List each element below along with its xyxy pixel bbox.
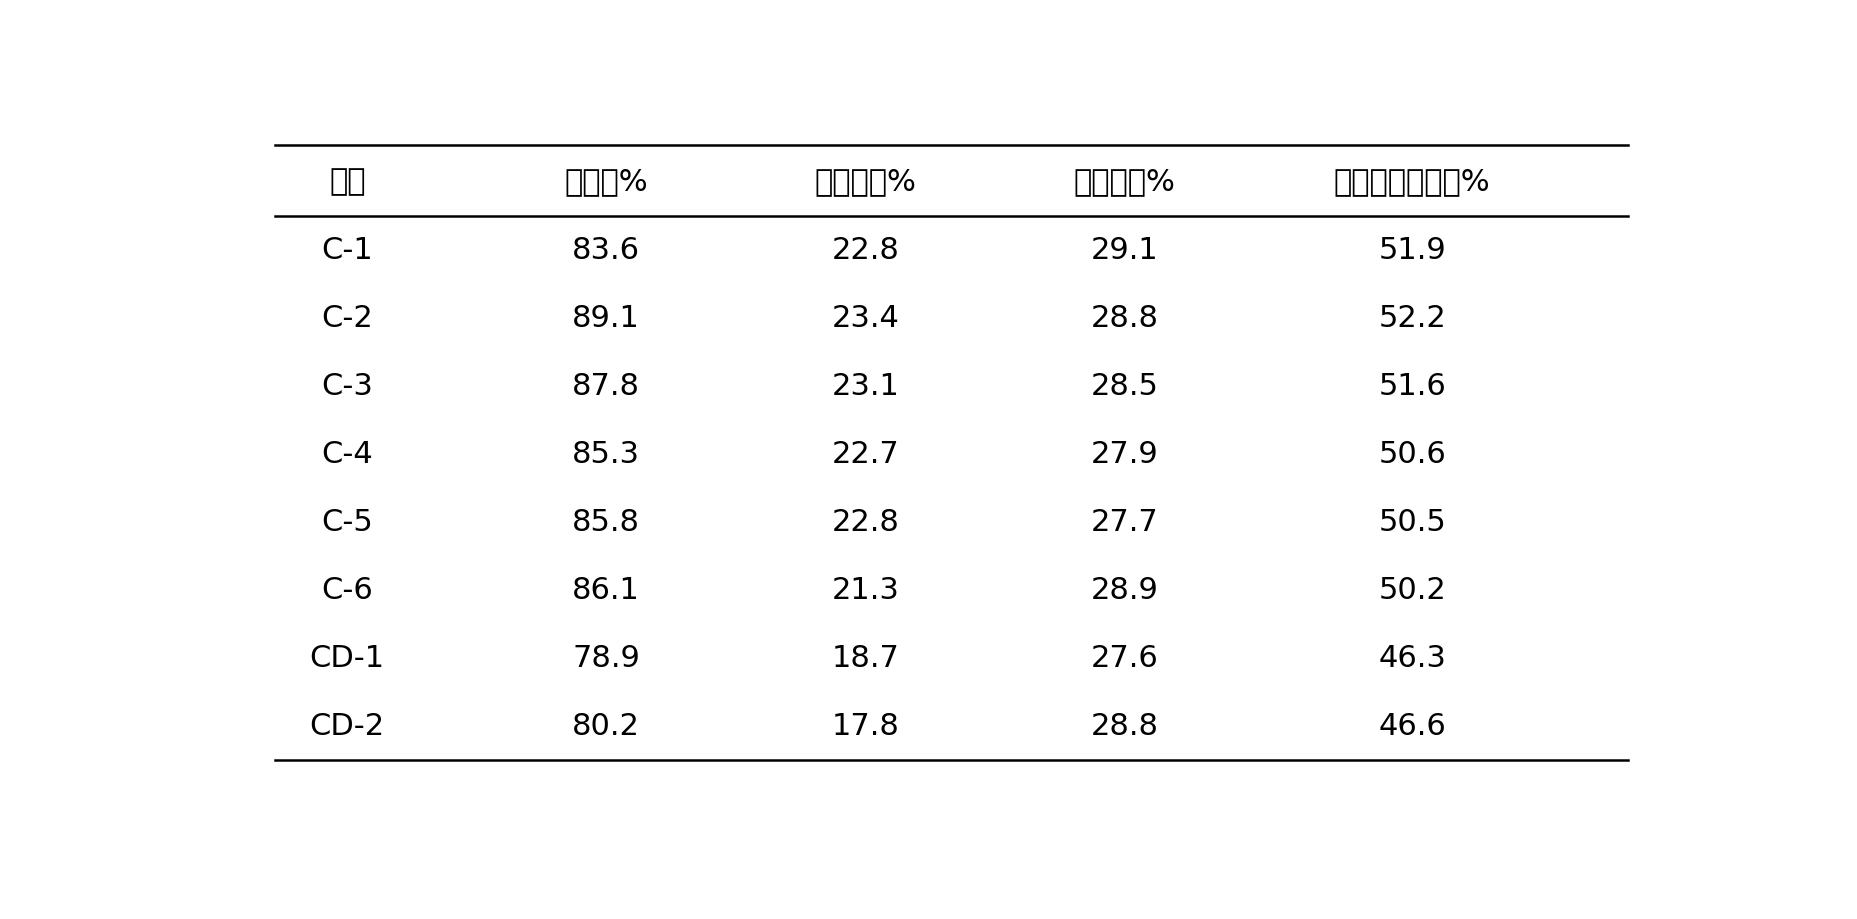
Text: 23.4: 23.4 (832, 304, 899, 333)
Text: 51.6: 51.6 (1378, 372, 1447, 401)
Text: 22.8: 22.8 (832, 507, 899, 537)
Text: 21.3: 21.3 (832, 575, 899, 605)
Text: 18.7: 18.7 (832, 643, 899, 673)
Text: 丙烯收率%: 丙烯收率% (1073, 166, 1175, 196)
Text: 83.6: 83.6 (572, 236, 641, 265)
Text: 编号: 编号 (329, 166, 366, 196)
Text: 17.8: 17.8 (832, 711, 899, 741)
Text: C-6: C-6 (321, 575, 373, 605)
Text: 27.6: 27.6 (1090, 643, 1159, 673)
Text: 80.2: 80.2 (572, 711, 641, 741)
Text: 22.7: 22.7 (832, 439, 899, 469)
Text: 50.6: 50.6 (1378, 439, 1447, 469)
Text: CD-2: CD-2 (310, 711, 384, 741)
Text: C-5: C-5 (321, 507, 373, 537)
Text: 乙烯加丙烯收率%: 乙烯加丙烯收率% (1333, 166, 1491, 196)
Text: 46.6: 46.6 (1378, 711, 1447, 741)
Text: 23.1: 23.1 (832, 372, 899, 401)
Text: 78.9: 78.9 (572, 643, 641, 673)
Text: C-4: C-4 (321, 439, 373, 469)
Text: 22.8: 22.8 (832, 236, 899, 265)
Text: 85.3: 85.3 (572, 439, 641, 469)
Text: 28.5: 28.5 (1090, 372, 1159, 401)
Text: 52.2: 52.2 (1378, 304, 1447, 333)
Text: 87.8: 87.8 (572, 372, 641, 401)
Text: C-3: C-3 (321, 372, 373, 401)
Text: CD-1: CD-1 (310, 643, 384, 673)
Text: 27.7: 27.7 (1090, 507, 1159, 537)
Text: 29.1: 29.1 (1090, 236, 1159, 265)
Text: 85.8: 85.8 (572, 507, 641, 537)
Text: 28.9: 28.9 (1090, 575, 1159, 605)
Text: 46.3: 46.3 (1378, 643, 1447, 673)
Text: 28.8: 28.8 (1090, 711, 1159, 741)
Text: 转化率%: 转化率% (565, 166, 648, 196)
Text: 乙烯收率%: 乙烯收率% (815, 166, 916, 196)
Text: C-2: C-2 (321, 304, 373, 333)
Text: 89.1: 89.1 (572, 304, 641, 333)
Text: 27.9: 27.9 (1090, 439, 1159, 469)
Text: 51.9: 51.9 (1378, 236, 1447, 265)
Text: 28.8: 28.8 (1090, 304, 1159, 333)
Text: C-1: C-1 (321, 236, 373, 265)
Text: 50.2: 50.2 (1378, 575, 1447, 605)
Text: 50.5: 50.5 (1378, 507, 1447, 537)
Text: 86.1: 86.1 (572, 575, 641, 605)
